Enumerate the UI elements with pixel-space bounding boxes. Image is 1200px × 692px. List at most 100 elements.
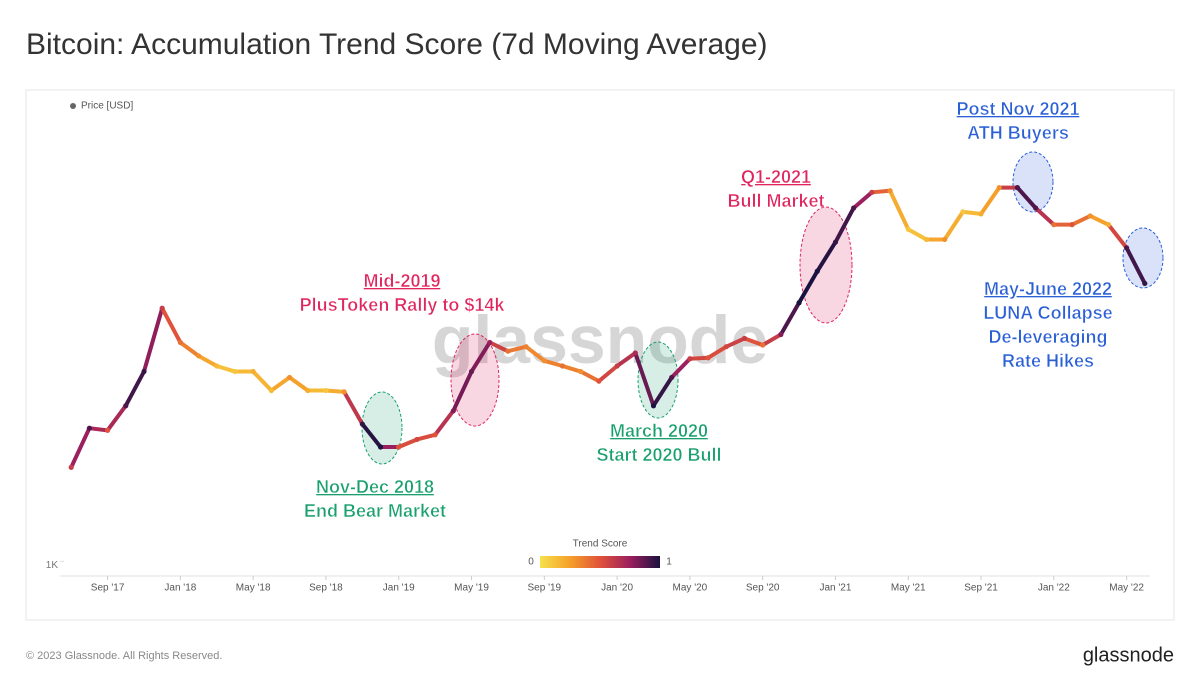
line-segment [979,185,1002,216]
line-segment [778,300,802,337]
colorbar [540,556,660,568]
data-point [1105,222,1112,228]
data-point [1124,245,1130,251]
x-tick-label: Sep '18 [309,583,343,594]
line-segment [251,369,274,393]
line-segment [1015,185,1038,210]
line-segment [687,355,711,361]
data-point [541,358,547,364]
line-segment [505,344,529,354]
data-point [450,408,456,414]
x-tick-label: Jan '20 [601,583,633,594]
footer: © 2023 Glassnode. All Rights Reserved. [26,650,222,662]
data-point [86,425,92,431]
data-point [250,368,256,375]
line-segment [960,209,984,216]
line-segment [196,353,219,368]
line-segment [360,422,383,449]
line-segment [1088,213,1111,227]
annotation: LUNA Collapse [983,303,1112,323]
line-segment [615,351,638,368]
price-line [68,185,1148,470]
line-segment [1033,205,1056,227]
chart-title: Bitcoin: Accumulation Trend Score (7d Mo… [26,28,768,61]
line-segment [633,351,656,408]
data-point [887,188,893,194]
annotation: Rate Hikes [1002,351,1094,371]
colorbar-title: Trend Score [573,539,628,550]
x-tick-label: Sep '20 [746,583,780,594]
line-segment [141,306,165,374]
data-point [1033,205,1039,211]
x-tick-label: Jan '21 [819,583,851,594]
annotation: March 2020 [610,421,708,441]
data-point [832,239,839,245]
line-segment [815,240,838,274]
line-segment [123,369,146,408]
data-point [559,363,566,369]
line-segment [469,340,492,374]
x-tick-label: Sep '17 [91,583,125,594]
data-point [778,331,784,338]
plot-frame [25,89,1175,621]
line-segment [760,332,783,347]
y-tick-label: 1K [46,560,59,571]
data-point [505,348,511,354]
line-segment [669,356,692,380]
logo: glassnode [1083,644,1174,666]
data-point [487,339,493,346]
data-point [323,387,329,394]
data-point [942,236,948,243]
annotation: PlusToken Rally to $14k [300,295,506,315]
annotation: Nov-Dec 2018 [316,477,434,497]
line-segment [269,375,292,393]
data-point [1051,222,1057,228]
annotation: May-June 2022 [984,279,1112,299]
colorbar-tick-label: 0 [528,557,534,568]
highlight [637,341,679,419]
line-segment [451,369,474,413]
data-point [341,389,347,395]
data-point [978,211,984,217]
line-segment [487,340,510,354]
data-point [905,226,911,232]
data-point [141,368,147,375]
data-point [650,403,657,409]
watermark: glassnode [432,302,768,378]
highlight [450,333,500,427]
data-point [432,432,438,438]
annotation: Mid-2019 [363,271,440,291]
data-point [1087,213,1093,219]
colorbar-tick-label: 1 [666,557,672,568]
line-segment [542,358,565,368]
line-segment [433,408,456,437]
line-segment [724,336,747,349]
data-point [268,387,274,394]
highlight [1122,227,1164,289]
legend-marker [70,103,76,109]
line-segment [414,432,438,442]
line-segment [1124,245,1147,286]
data-point [705,355,711,361]
data-point [578,368,584,375]
data-point [359,421,365,427]
data-point [1142,280,1148,287]
line-segment [396,437,419,449]
data-point [414,436,420,443]
data-point [305,387,311,394]
line-segment [560,363,583,374]
data-point [796,300,802,306]
line-segment [524,344,547,363]
line-segment [287,375,310,393]
annotation: Start 2020 Bull [596,445,721,465]
line-segment [323,388,347,394]
data-point [159,305,165,311]
line-segment [596,363,620,384]
data-point [723,344,729,350]
data-point [687,356,693,362]
line-segment [742,336,765,347]
line-segment [706,344,729,360]
data-point [396,444,402,450]
annotation: Post Nov 2021 [956,99,1079,119]
x-tick-label: Jan '19 [383,583,415,594]
